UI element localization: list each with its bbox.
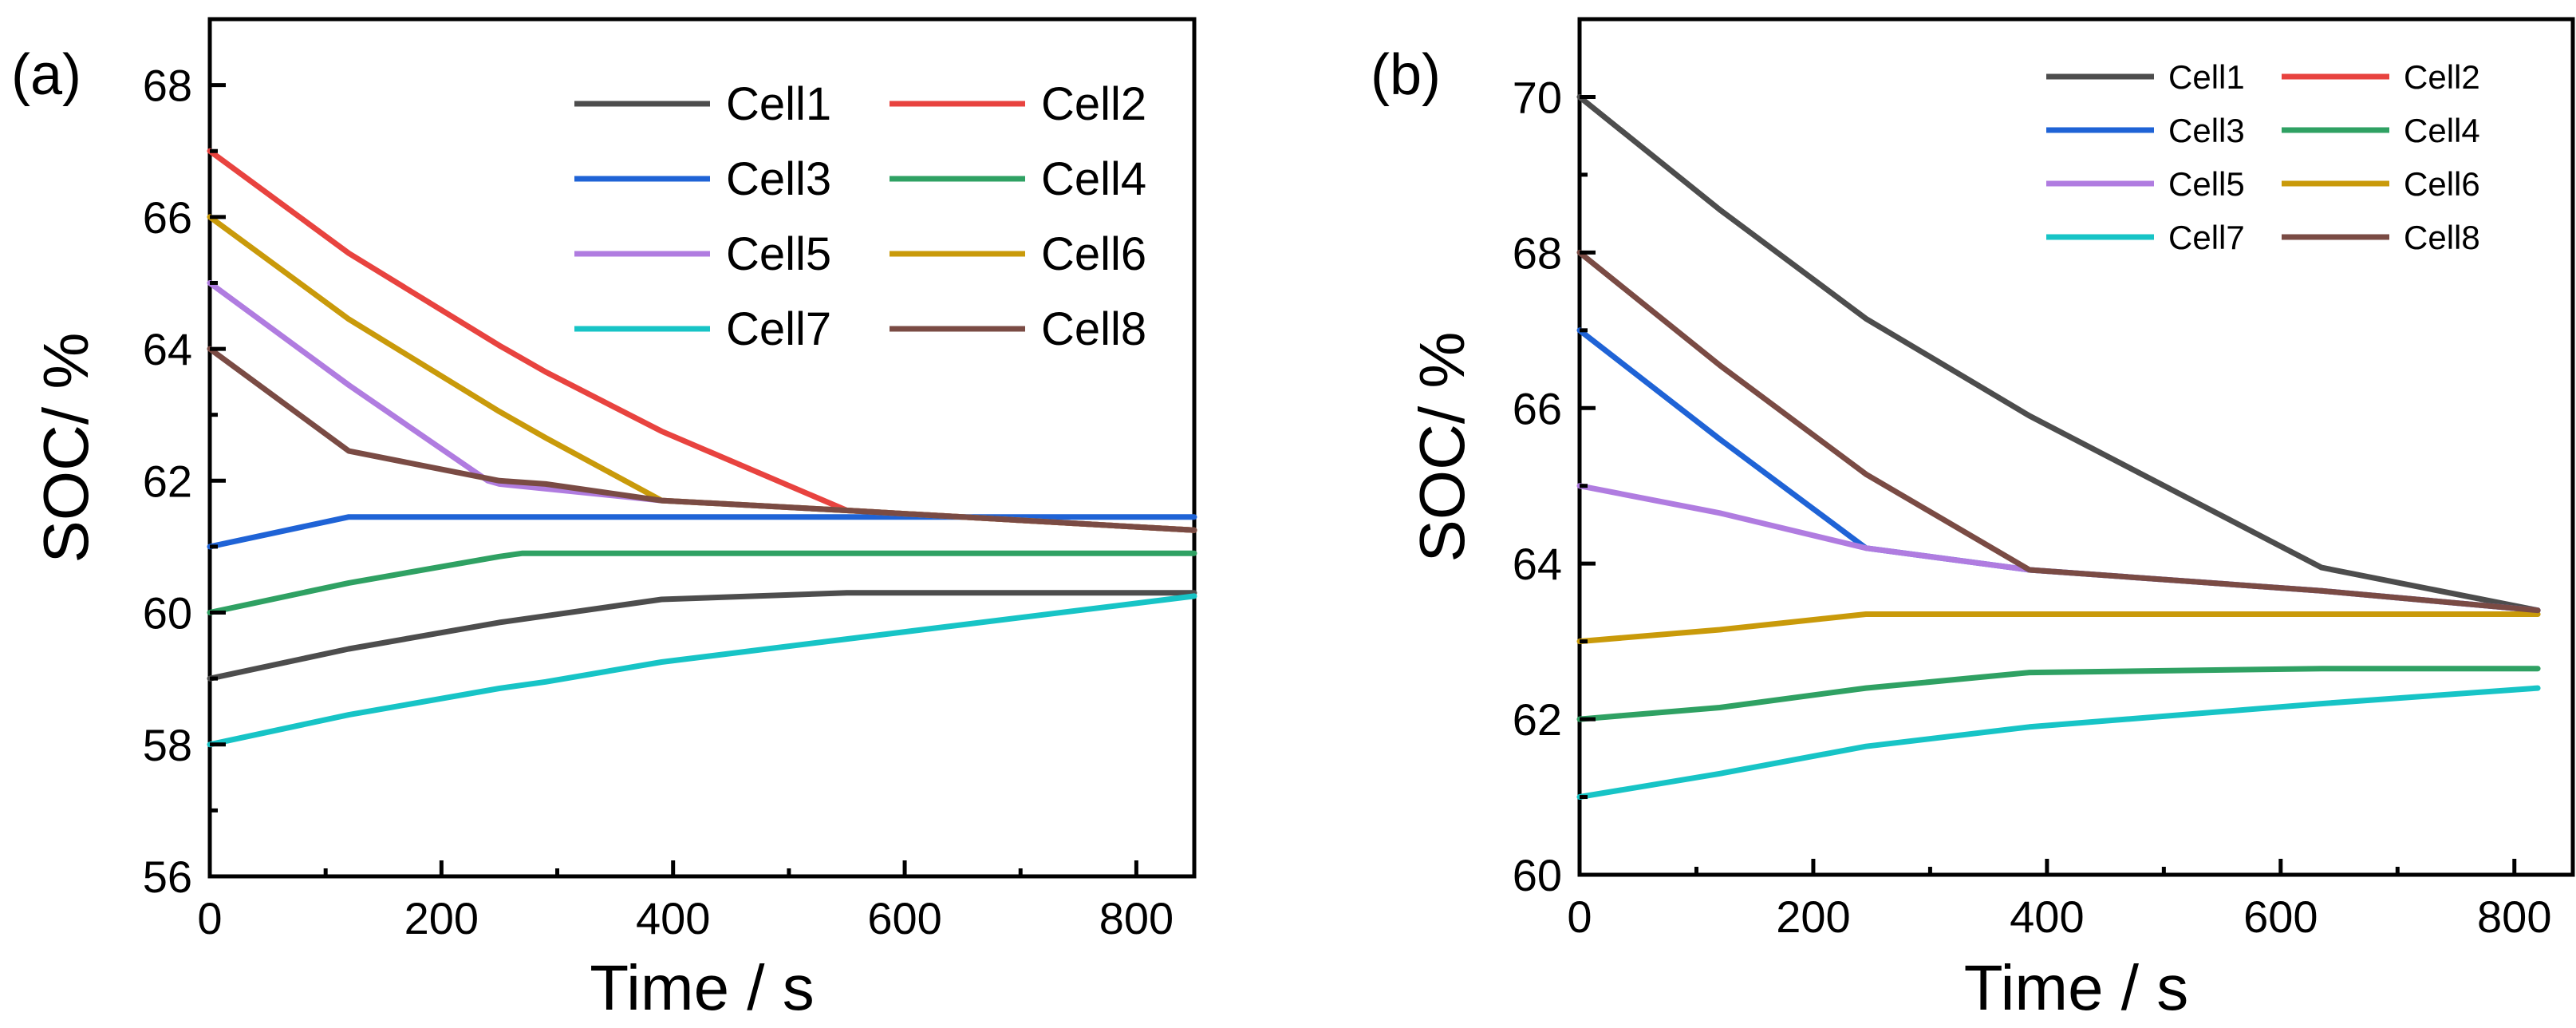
y-tick-label: 64 (1513, 539, 1562, 589)
legend-label-cell7: Cell7 (726, 303, 831, 355)
x-tick-label: 0 (197, 893, 222, 943)
legend-label-cell6: Cell6 (2404, 165, 2480, 203)
y-tick-label: 62 (1513, 694, 1562, 745)
panel-b: 0 200 400 600 800 60 62 64 66 68 70 Time / s SOC/ % (… (1371, 17, 2575, 1023)
legend-label-cell2: Cell2 (2404, 58, 2480, 96)
y-tick-label: 64 (143, 324, 192, 374)
legend-label-cell4: Cell4 (2404, 112, 2480, 149)
y-tick-label: 68 (143, 61, 192, 111)
series-line-cell4 (207, 550, 1197, 615)
plot-frame (1577, 17, 2575, 877)
y-tick-label: 58 (143, 720, 192, 770)
legend-label-cell7: Cell7 (2168, 219, 2245, 256)
plot-frame (207, 17, 1197, 879)
x-tick-label: 0 (1567, 892, 1592, 942)
series-line-cell7 (1576, 685, 2541, 800)
legend-label-cell1: Cell1 (726, 78, 831, 130)
legend-label-cell8: Cell8 (1041, 303, 1146, 355)
x-tick-label: 200 (1776, 892, 1850, 942)
x-tick-label: 800 (2477, 892, 2551, 942)
series-line-cell6 (1576, 611, 2541, 645)
y-tick-label: 68 (1513, 227, 1562, 278)
legend-label-cell8: Cell8 (2404, 219, 2480, 256)
legend-label-cell2: Cell2 (1041, 78, 1146, 130)
panel-label: (a) (11, 43, 81, 107)
x-tick-label: 200 (404, 893, 479, 943)
y-tick-label: 60 (1513, 850, 1562, 900)
x-tick-label: 400 (2010, 892, 2084, 942)
series-line-cell4 (1576, 666, 2541, 722)
legend-label-cell1: Cell1 (2168, 58, 2245, 96)
x-tick-label: 800 (1099, 893, 1174, 943)
series-line-cell8 (1576, 249, 2541, 614)
y-axis-title: SOC/ % (1406, 332, 1477, 563)
series-line-cell3 (207, 514, 1197, 550)
legend-label-cell3: Cell3 (2168, 112, 2245, 149)
y-axis-title: SOC/ % (30, 333, 101, 563)
series-line-cell8 (207, 346, 1197, 533)
y-tick-label: 66 (143, 192, 192, 243)
legend-label-cell4: Cell4 (1041, 153, 1146, 205)
series-line-cell1 (207, 590, 1197, 682)
y-tick-label: 56 (143, 852, 192, 902)
legend-label-cell5: Cell5 (2168, 165, 2245, 203)
series-line-cell7 (207, 593, 1197, 748)
x-tick-label: 600 (867, 893, 941, 943)
series-line-cell5 (1576, 483, 2541, 614)
legend-label-cell3: Cell3 (726, 153, 831, 205)
y-tick-label: 70 (1513, 72, 1562, 122)
y-tick-label: 60 (143, 588, 192, 639)
panel-label: (b) (1371, 43, 1441, 107)
panel-a: 0 200 400 600 800 56 58 60 62 64 66 68 Time / s SOC/ … (11, 17, 1197, 1023)
series-line-cell3 (1576, 327, 2541, 614)
x-axis-title: Time / s (1964, 952, 2188, 1023)
series-line-cell1 (1576, 94, 2541, 614)
legend-label-cell5: Cell5 (726, 228, 831, 280)
x-tick-label: 600 (2243, 892, 2318, 942)
y-tick-label: 62 (143, 456, 192, 506)
y-tick-label: 66 (1513, 383, 1562, 433)
x-axis-title: Time / s (590, 952, 814, 1023)
legend-label-cell6: Cell6 (1041, 228, 1146, 280)
x-tick-label: 400 (636, 893, 710, 943)
